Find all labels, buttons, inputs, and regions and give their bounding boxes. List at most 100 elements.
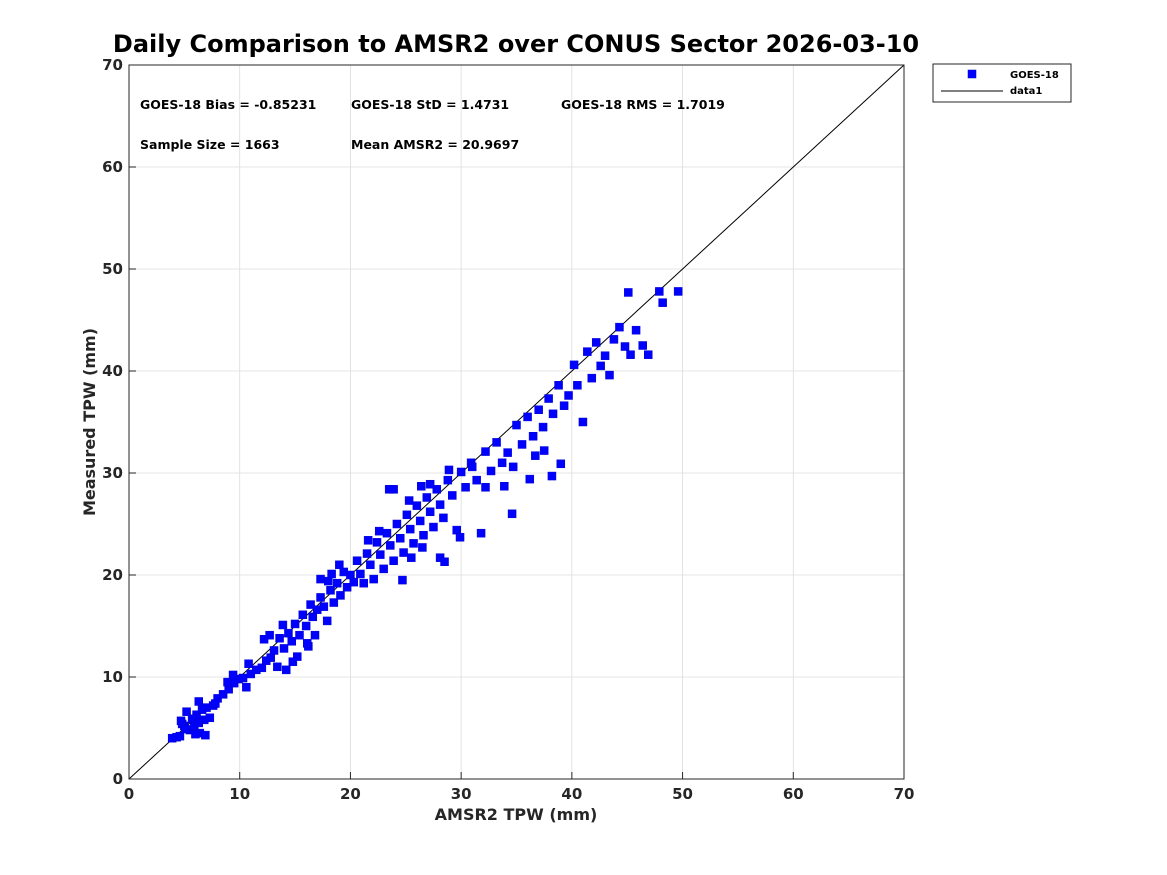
- data-point: [500, 482, 509, 491]
- data-point: [444, 465, 454, 475]
- data-point: [615, 322, 624, 332]
- data-point: [288, 657, 298, 666]
- data-point: [359, 578, 368, 588]
- data-point: [293, 652, 302, 661]
- data-point: [415, 516, 425, 526]
- data-point: [392, 519, 402, 529]
- data-point: [429, 522, 438, 532]
- data-point: [266, 653, 275, 662]
- data-point: [481, 447, 490, 456]
- data-point: [194, 718, 203, 728]
- data-point: [287, 637, 296, 646]
- data-point: [486, 466, 496, 476]
- data-point: [396, 534, 405, 543]
- data-point: [583, 347, 592, 356]
- data-point: [439, 513, 448, 523]
- x-tick-label: 20: [340, 785, 361, 803]
- data-point: [528, 432, 538, 441]
- data-point: [512, 420, 521, 430]
- data-point: [295, 630, 304, 640]
- data-point: [443, 475, 453, 485]
- data-point: [316, 574, 325, 584]
- y-tick-label: 40: [102, 362, 123, 380]
- stats-annotations: GOES-18 Bias = -0.85231 GOES-18 StD = 1.…: [140, 97, 725, 152]
- scatter-points: [167, 287, 683, 743]
- data-point: [356, 569, 365, 579]
- data-point: [538, 422, 548, 432]
- data-point: [327, 569, 336, 579]
- data-point: [322, 616, 332, 626]
- data-point: [534, 405, 543, 415]
- plot-frame: [128, 64, 905, 780]
- data-point: [409, 539, 418, 548]
- y-tick-label: 30: [102, 464, 123, 482]
- data-point: [407, 553, 416, 562]
- data-point: [452, 525, 461, 535]
- data-point: [205, 713, 215, 723]
- data-point: [497, 458, 507, 468]
- data-point: [620, 342, 630, 351]
- data-point: [363, 536, 373, 545]
- data-point: [191, 729, 200, 739]
- stat-mean-amsr2: Mean AMSR2 = 20.9697: [351, 137, 519, 152]
- data-point: [523, 412, 532, 422]
- data-point: [389, 485, 398, 494]
- data-point: [644, 350, 653, 359]
- y-tick-label: 10: [102, 668, 123, 686]
- data-point: [336, 591, 345, 600]
- data-point: [417, 482, 426, 491]
- x-tick-label: 0: [124, 785, 134, 803]
- y-tick-label: 60: [102, 158, 123, 176]
- data-point: [418, 543, 427, 552]
- data-point: [290, 619, 300, 629]
- data-point: [194, 697, 203, 706]
- data-point: [508, 462, 518, 472]
- data-point: [624, 288, 633, 297]
- data-point: [175, 731, 185, 741]
- data-point: [303, 639, 312, 648]
- legend-marker-square-icon: [967, 69, 977, 79]
- data-point: [238, 673, 248, 683]
- data-point: [349, 577, 358, 587]
- data-point: [306, 600, 315, 609]
- data-point: [456, 467, 466, 477]
- x-tick-label: 40: [561, 785, 582, 803]
- data-point: [539, 446, 549, 455]
- x-tick-label: 30: [451, 785, 472, 803]
- data-point: [609, 335, 619, 344]
- data-point: [472, 475, 481, 485]
- chart-title: Daily Comparison to AMSR2 over CONUS Sec…: [113, 30, 919, 58]
- data-point: [308, 612, 318, 622]
- data-point: [324, 576, 333, 586]
- data-point: [503, 448, 512, 457]
- data-point: [587, 373, 597, 383]
- data-point: [386, 541, 395, 550]
- data-point: [398, 575, 407, 585]
- data-point: [573, 381, 582, 390]
- data-point: [389, 556, 398, 565]
- data-point: [366, 560, 375, 570]
- data-point: [223, 677, 232, 687]
- data-point: [319, 602, 329, 611]
- data-point: [638, 341, 647, 350]
- stat-std: GOES-18 StD = 1.4731: [351, 97, 509, 112]
- data-point: [531, 451, 540, 460]
- data-point: [242, 682, 251, 692]
- data-point: [316, 593, 325, 602]
- data-point: [201, 730, 210, 740]
- data-point: [284, 628, 293, 638]
- legend-label-data1: data1: [1010, 86, 1042, 97]
- data-point: [517, 440, 527, 449]
- data-point: [281, 665, 291, 675]
- data-point: [569, 360, 579, 370]
- data-point: [374, 526, 384, 536]
- x-tick-label: 60: [783, 785, 804, 803]
- data-point: [556, 459, 566, 469]
- data-point: [269, 646, 279, 655]
- data-point: [596, 361, 605, 371]
- data-point: [335, 560, 344, 570]
- data-point: [440, 557, 449, 566]
- data-point: [218, 690, 228, 699]
- axis-ticks: 0 10 20 30 40 50 60 70 0 10 20 30 40 50 60 70: [102, 56, 914, 803]
